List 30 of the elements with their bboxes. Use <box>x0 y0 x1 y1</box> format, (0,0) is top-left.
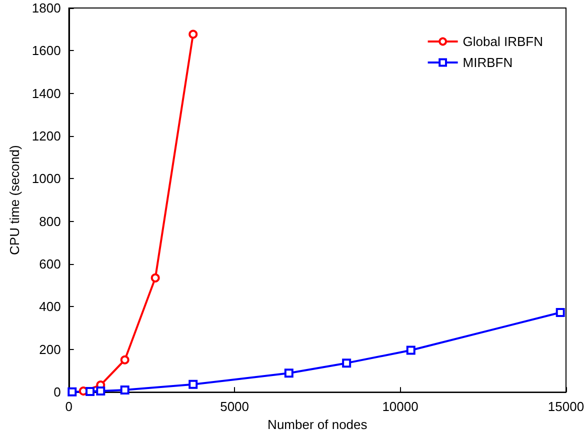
point <box>96 386 106 396</box>
point <box>188 30 198 39</box>
point <box>68 387 77 396</box>
legend-label: Global IRBFN <box>462 34 544 49</box>
y-tick-label: 1000 <box>32 171 61 186</box>
y-axis-title: CPU time (second) <box>7 145 22 255</box>
x-tick-label: 5000 <box>220 399 250 414</box>
point <box>120 355 130 364</box>
point <box>86 386 95 396</box>
point <box>120 385 130 394</box>
y-tick-label: 1400 <box>32 86 61 101</box>
x-axis-title: Number of nodes <box>268 417 368 432</box>
y-tick-label: 1800 <box>32 0 61 16</box>
point <box>284 368 294 378</box>
y-tick-label: 800 <box>39 214 61 229</box>
point <box>188 380 198 389</box>
legend-label: MIRBFN <box>462 55 513 70</box>
x-tick-label: 10000 <box>382 399 418 414</box>
y-tick-label: 0 <box>54 384 61 400</box>
y-tick-label: 400 <box>39 299 61 314</box>
y-tick-label: 600 <box>39 256 61 272</box>
y-tick-label: 1200 <box>32 128 61 144</box>
point <box>556 308 565 318</box>
point <box>406 346 416 355</box>
point <box>150 273 160 282</box>
point <box>342 358 352 368</box>
y-tick-label: 1600 <box>32 43 61 58</box>
x-tick-label: 0 <box>65 399 72 414</box>
x-tick-label: 15000 <box>548 399 584 414</box>
y-tick-label: 200 <box>39 342 61 357</box>
